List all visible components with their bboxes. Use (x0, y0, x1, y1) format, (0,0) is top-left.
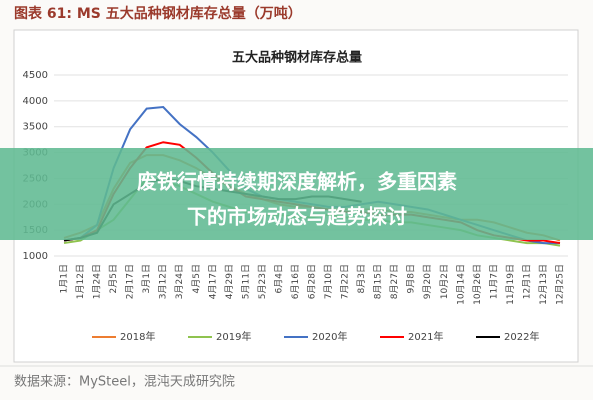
x-tick-label: 3月1日 (141, 264, 152, 293)
x-tick-label: 8月3日 (356, 264, 367, 293)
y-tick-label: 1000 (23, 251, 48, 262)
chart-title: 五大品种钢材库存总量 (232, 50, 362, 66)
x-tick-label: 9月20日 (422, 264, 433, 299)
legend-label: 2018年 (120, 330, 155, 343)
y-tick-label: 4500 (23, 70, 48, 81)
x-tick-label: 3月12日 (158, 264, 169, 299)
x-tick-label: 6月4日 (273, 264, 284, 293)
x-tick-label: 12月25日 (555, 264, 566, 305)
x-tick-label: 1月1日 (59, 264, 70, 293)
x-tick-label: 1月24日 (92, 264, 103, 299)
x-tick-label: 5月11日 (240, 264, 251, 299)
banner-line: 下的市场动态与趋势探讨 (187, 205, 407, 229)
legend-label: 2019年 (216, 330, 251, 343)
x-tick-label: 7月10日 (323, 264, 334, 299)
x-tick-label: 8月27日 (389, 264, 400, 299)
x-tick-label: 6月16日 (290, 264, 301, 299)
x-tick-label: 1月12日 (75, 264, 86, 299)
x-tick-label: 6月28日 (307, 264, 318, 299)
x-tick-label: 12月13日 (538, 264, 549, 305)
legend-label: 2020年 (312, 330, 347, 343)
x-tick-label: 2月17日 (125, 264, 136, 299)
x-tick-label: 10月26日 (472, 264, 483, 305)
banner (0, 148, 593, 240)
x-tick-label: 4月17日 (207, 264, 218, 299)
y-tick-label: 4000 (23, 96, 48, 107)
x-tick-label: 9月8日 (406, 264, 417, 293)
x-tick-label: 3月24日 (174, 264, 185, 299)
x-tick-label: 4月5日 (191, 264, 202, 293)
x-tick-label: 2月5日 (108, 264, 119, 293)
x-tick-label: 7月22日 (340, 264, 351, 299)
x-tick-label: 8月15日 (373, 264, 384, 299)
x-tick-label: 11月7日 (488, 264, 499, 299)
x-tick-label: 11月19日 (505, 264, 516, 305)
source: 数据来源：MySteel，混沌天成研究院 (14, 375, 235, 390)
legend-label: 2021年 (408, 330, 443, 343)
banner-line: 废铁行情持续期深度解析，多重因素 (137, 170, 457, 194)
x-tick-label: 5月23日 (257, 264, 268, 299)
legend-label: 2022年 (504, 330, 539, 343)
caption: 图表 61: MS 五大品种钢材库存总量（万吨） (14, 5, 302, 22)
x-tick-label: 12月1日 (521, 264, 532, 299)
x-tick-label: 10月2日 (439, 264, 450, 299)
y-tick-label: 3500 (23, 122, 48, 133)
x-tick-label: 4月29日 (224, 264, 235, 299)
x-tick-label: 10月14日 (455, 264, 466, 305)
